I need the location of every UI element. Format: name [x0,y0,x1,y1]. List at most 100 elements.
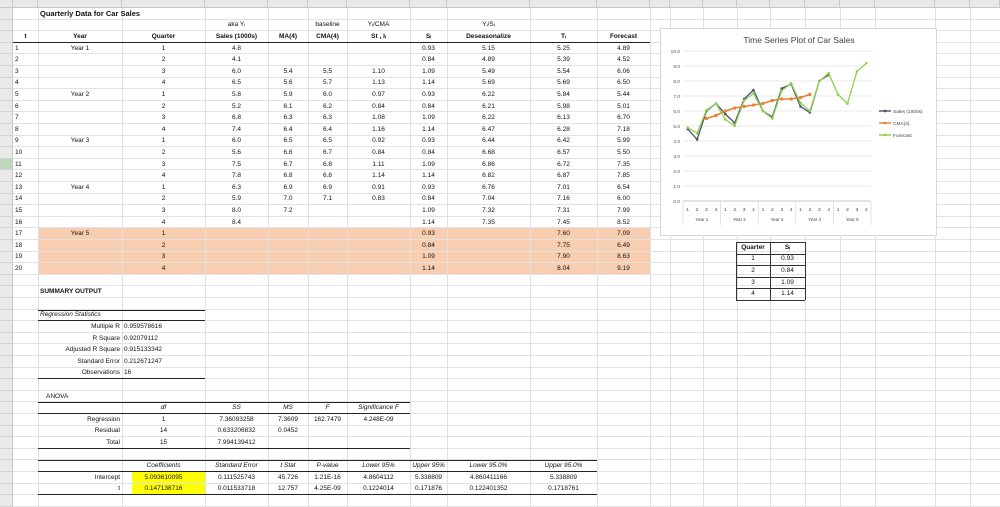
cell-si-17[interactable]: 0.93 [422,230,435,238]
cell-t-7[interactable]: 7 [15,114,19,122]
row-header-16[interactable] [0,182,13,194]
cell-cma-2[interactable] [310,55,345,65]
row-header-1[interactable] [0,8,13,20]
cell-year-18[interactable] [40,241,120,251]
cell-stit-5[interactable]: 0.97 [372,91,385,98]
cell-stit-9[interactable]: 0.92 [372,137,385,145]
aka-note[interactable]: aka Yᵢ [227,21,246,29]
anova-header-5[interactable]: Significance F [358,404,399,412]
cell-year-2[interactable] [40,55,120,65]
anova-cell-2-0[interactable]: Total [106,439,120,446]
cell-ma-17[interactable] [270,229,306,239]
cell-des-10[interactable]: 6.68 [482,149,495,156]
cell-des-7[interactable]: 6.22 [482,114,495,122]
cell-fc-6[interactable]: 5.01 [617,102,630,110]
cell-cma-17[interactable] [310,229,345,239]
anova-header-4[interactable]: F [325,404,330,412]
cell-sales-1[interactable]: 4.8 [231,44,242,52]
cell-t-15[interactable]: 15 [15,207,23,214]
anova-header-1[interactable]: df [160,404,167,412]
header-year[interactable]: Year [73,33,87,40]
cell-sales-11[interactable]: 7.5 [231,160,242,168]
cell-sales-20[interactable] [207,264,266,274]
cell-year-15[interactable] [40,206,120,216]
row-header-40[interactable] [0,460,13,472]
row-header-13[interactable] [0,147,13,159]
cell-des-11[interactable]: 6.86 [482,160,495,168]
header-sales[interactable]: Sales (1000s) [215,33,258,40]
cell-sales-9[interactable]: 6.0 [231,137,242,145]
row-header-25[interactable] [0,286,13,298]
row-header-19[interactable] [0,216,13,229]
coef-cell-1-7[interactable]: 0.122401352 [469,485,508,493]
anova-header-3[interactable]: MS [283,404,293,412]
cell-si-15[interactable]: 1.09 [422,207,435,214]
row-header-34[interactable] [0,390,13,403]
cell-t-3[interactable]: 3 [15,67,19,75]
cell-q-10[interactable]: 2 [161,149,166,156]
cell-des-13[interactable]: 6.76 [482,183,495,191]
anova-cell-1-3[interactable]: 0.0452 [278,427,298,435]
cell-des-16[interactable]: 7.35 [482,218,495,226]
coef-cell-1-2[interactable]: 0.011533718 [217,485,256,493]
row-header-43[interactable] [0,495,13,507]
column-header-l[interactable] [650,0,670,8]
coef-cell-1-8[interactable]: 0.1718761 [548,485,579,493]
coef-cell-1-4[interactable]: 4.25E-09 [314,485,341,493]
coef-header-4[interactable]: P-value [316,462,339,470]
cell-si-12[interactable]: 1.14 [422,172,435,180]
column-header-p[interactable] [770,0,805,8]
cell-fc-12[interactable]: 7.85 [617,172,630,180]
cell-q-15[interactable]: 3 [161,207,166,214]
cell-sales-2[interactable]: 4.1 [231,56,242,64]
row-header-29[interactable] [0,332,13,345]
cell-t-18[interactable]: 18 [15,241,23,249]
cell-fc-10[interactable]: 5.50 [617,149,630,156]
row-header-38[interactable] [0,437,13,449]
cell-stit-17[interactable] [349,229,408,239]
cell-ma-13[interactable]: 6.9 [283,183,293,191]
cell-year-14[interactable] [40,194,120,204]
coef-cell-0-6[interactable]: 5.338809 [414,473,443,481]
cell-stit-20[interactable] [349,264,408,274]
cell-fc-18[interactable]: 6.49 [617,241,630,249]
cell-ma-19[interactable] [270,252,306,262]
reg-stat-label-0[interactable]: Multiple R [91,323,120,330]
row-header-20[interactable] [0,228,13,240]
row-header-18[interactable] [0,205,13,217]
cell-fc-16[interactable]: 8.52 [617,218,630,226]
cell-cma-20[interactable] [310,264,345,274]
row-header-11[interactable] [0,124,13,136]
cell-sales-16[interactable]: 8.4 [231,218,242,226]
cell-t-2[interactable]: 2 [15,56,19,64]
cell-cma-11[interactable]: 6.8 [322,160,333,168]
cell-fc-9[interactable]: 5.99 [617,137,630,145]
cell-des-8[interactable]: 6.47 [482,125,495,133]
cell-ti-1[interactable]: 5.25 [557,44,570,52]
cell-t-13[interactable]: 13 [15,183,23,191]
row-header-4[interactable] [0,42,13,55]
cell-q-4[interactable]: 4 [161,79,166,87]
cell-q-17[interactable]: 1 [161,230,166,238]
reg-stat-value-0[interactable]: 0.959578616 [124,323,162,330]
cell-ti-11[interactable]: 6.72 [557,160,570,168]
coef-header-6[interactable]: Upper 95% [412,462,445,470]
cell-cma-8[interactable]: 6.4 [322,125,333,133]
cell-des-3[interactable]: 5.49 [482,67,495,75]
row-header-15[interactable] [0,170,13,182]
anova-cell-2-5[interactable] [349,438,408,448]
row-header-39[interactable] [0,448,13,461]
anova-cell-2-3[interactable] [270,438,306,448]
cell-t-11[interactable]: 11 [15,160,22,168]
anova-cell-1-4[interactable] [310,426,345,436]
cell-fc-14[interactable]: 6.00 [617,195,630,203]
column-header-b[interactable] [38,0,122,8]
coef-cell-1-6[interactable]: 0.171876 [414,485,443,493]
cell-ma-18[interactable] [270,241,306,251]
cell-si-14[interactable]: 0.84 [422,195,435,203]
reg-stat-value-2[interactable]: 0.915133342 [124,346,162,354]
cell-sales-18[interactable] [207,241,266,251]
header-forecast[interactable]: Forecast [609,33,638,40]
cell-si-7[interactable]: 1.09 [422,114,435,122]
row-header-23[interactable] [0,263,13,275]
